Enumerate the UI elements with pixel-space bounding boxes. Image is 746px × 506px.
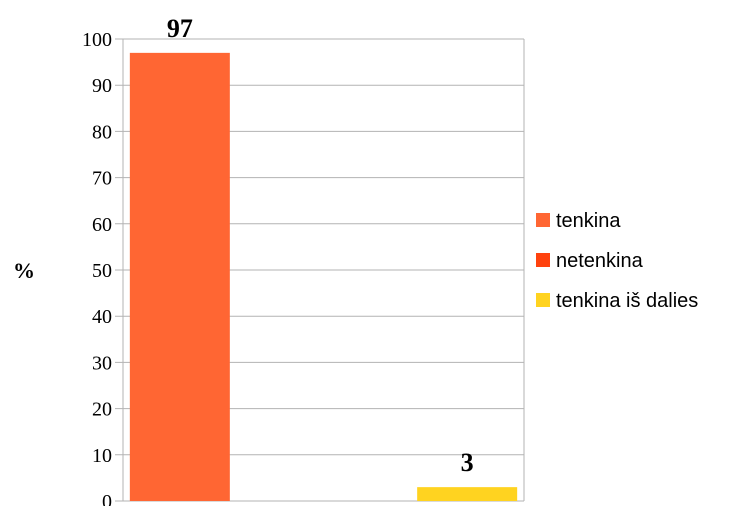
data-labels: 97 3	[167, 14, 474, 477]
y-tick-label: 90	[92, 75, 112, 97]
legend-label: tenkina	[556, 210, 621, 232]
data-label: 97	[167, 14, 193, 43]
bar-tenkina	[129, 52, 230, 502]
bars	[129, 52, 518, 502]
y-tick-label: 60	[92, 214, 112, 236]
y-tick-label: 100	[82, 29, 112, 51]
legend-label: tenkina iš dalies	[556, 290, 698, 312]
legend-swatch	[536, 253, 550, 267]
y-tick-label: 70	[92, 168, 112, 190]
y-tick-label: 20	[92, 399, 112, 421]
y-tick-label: 30	[92, 352, 112, 374]
y-tick-label: 50	[92, 260, 112, 282]
legend-swatch	[536, 293, 550, 307]
legend: tenkina netenkina tenkina iš dalies	[536, 210, 698, 312]
y-tick-label: 80	[92, 121, 112, 143]
y-tick-label: 40	[92, 306, 112, 328]
y-axis-ticks: 0 10 20 30 40 50 60 70 80 90 100	[82, 29, 112, 506]
y-axis-label: %	[13, 258, 35, 283]
legend-swatch	[536, 213, 550, 227]
data-label: 3	[461, 448, 474, 477]
y-tick-label: 0	[102, 491, 112, 506]
legend-label: netenkina	[556, 250, 644, 272]
bar-tenkina-iš-dalies	[417, 487, 518, 501]
y-tick-label: 10	[92, 445, 112, 467]
